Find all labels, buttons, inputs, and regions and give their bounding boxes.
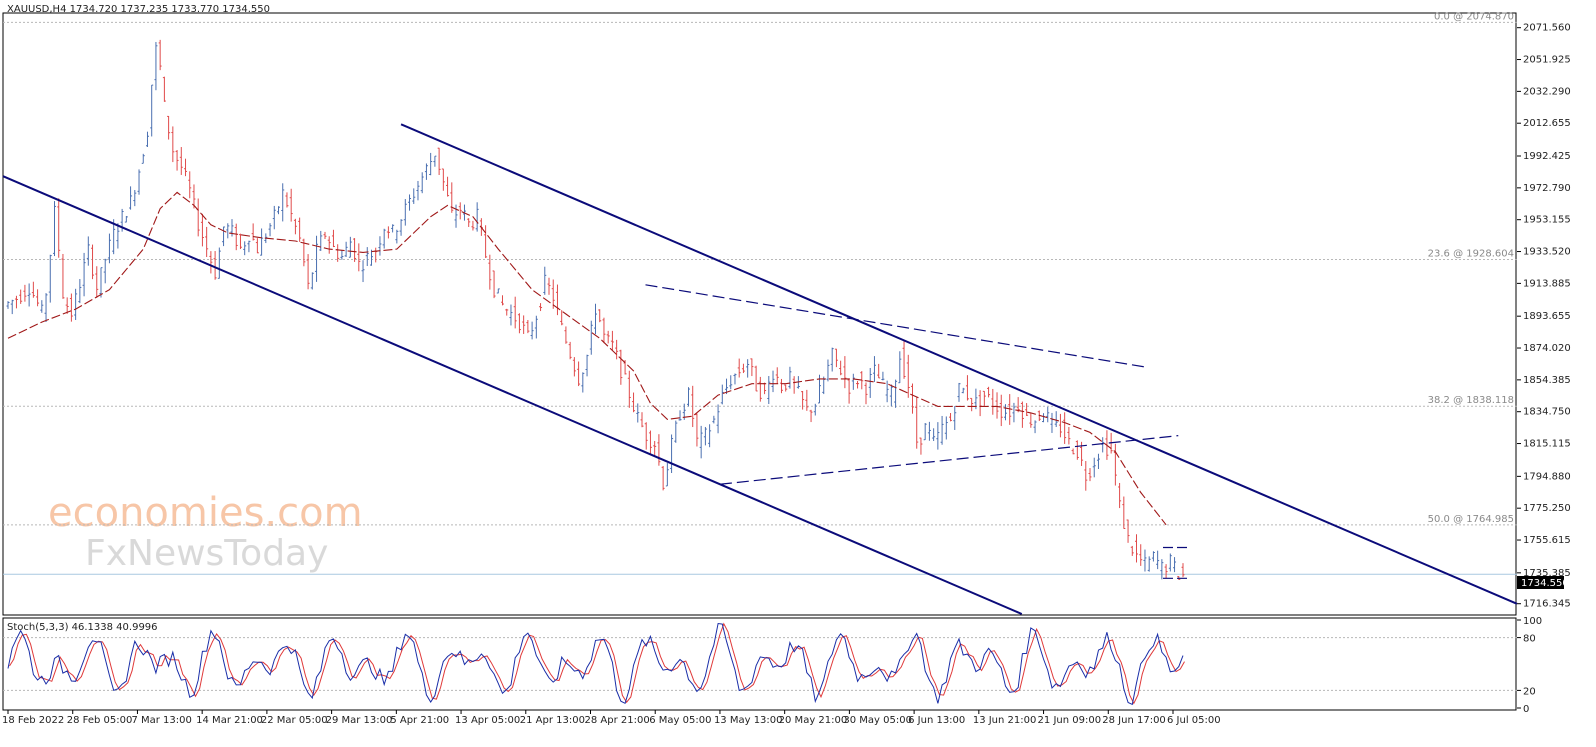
stoch-tick-label: 0: [1523, 704, 1529, 715]
symbol-header: XAUUSD,H4 1734.720 1737.235 1733.770 173…: [7, 4, 270, 15]
time-tick-label: 22 Mar 05:00: [261, 715, 328, 726]
last-price-badge-bg: [1517, 576, 1564, 589]
stoch-header: Stoch(5,3,3) 46.1338 40.9996: [7, 622, 158, 633]
stoch-pane-frame: [2, 617, 1517, 711]
stochastic: 100 80 20 0: [3, 616, 1542, 715]
price-tick-label: 1913.885: [1523, 278, 1571, 289]
fib-level-label: 23.6 @ 1928.604: [1428, 249, 1514, 260]
price-tick-label: 2032.290: [1523, 86, 1571, 97]
price-tick-label: 1735.385: [1523, 568, 1571, 579]
stoch-tick-label: 80: [1523, 634, 1536, 645]
time-axis: 18 Feb 2022 28 Feb 05:00 7 Mar 13:00 14 Mar…: [2, 710, 1221, 726]
fib-level-label: 0.0 @ 2074.870: [1434, 11, 1514, 22]
time-tick-label: 28 Jun 17:00: [1102, 715, 1166, 726]
fibonacci-levels: 0.0 @ 2074.870 23.6 @ 1928.604 38.2 @ 1838…: [3, 11, 1517, 526]
time-tick-label: 6 Jun 13:00: [908, 715, 965, 726]
stoch-main-line: [7, 622, 1184, 706]
price-tick-label: 1992.425: [1523, 151, 1571, 162]
stoch-tick-label: 100: [1523, 616, 1542, 627]
time-tick-label: 6 May 05:00: [649, 715, 711, 726]
time-tick-label: 21 Jun 09:00: [1038, 715, 1102, 726]
moving-average: [7, 191, 1167, 526]
price-tick-label: 1933.520: [1523, 247, 1571, 258]
time-tick-label: 5 Apr 21:00: [390, 715, 449, 726]
time-tick-label: 14 Mar 21:00: [196, 715, 263, 726]
time-tick-label: 29 Mar 13:00: [326, 715, 393, 726]
channel-lower-line: [2, 175, 1023, 615]
price-tick-label: 2051.925: [1523, 55, 1571, 66]
fib-level-label: 38.2 @ 1838.118: [1428, 395, 1514, 406]
price-tick-label: 1815.115: [1523, 439, 1571, 450]
price-tick-label: 1972.790: [1523, 183, 1571, 194]
moving-average-line: [7, 191, 1167, 526]
price-axis: 2071.560 2051.925 2032.290 2012.655 1992.425…: [1517, 23, 1571, 610]
stoch-signal-line: [9, 622, 1185, 705]
price-tick-label: 1834.750: [1523, 407, 1571, 418]
price-tick-label: 1775.250: [1523, 503, 1571, 514]
time-tick-label: 13 Apr 05:00: [455, 715, 520, 726]
price-tick-label: 2071.560: [1523, 23, 1571, 34]
time-tick-label: 7 Mar 13:00: [131, 715, 191, 726]
time-tick-label: 28 Feb 05:00: [67, 715, 133, 726]
time-tick-label: 13 May 13:00: [714, 715, 783, 726]
time-tick-label: 30 May 05:00: [843, 715, 912, 726]
price-tick-label: 1874.020: [1523, 343, 1571, 354]
stoch-tick-label: 20: [1523, 686, 1536, 697]
price-tick-label: 1953.155: [1523, 215, 1571, 226]
trendlines: [2, 123, 1518, 615]
main-pane-frame: [2, 12, 1517, 616]
time-tick-label: 18 Feb 2022: [2, 715, 64, 726]
channel-upper-line: [400, 123, 1518, 605]
price-tick-label: 1794.880: [1523, 471, 1571, 482]
candles: [6, 39, 1185, 580]
watermark-fxnewstoday: FxNewsToday: [85, 533, 328, 574]
price-tick-label: 2012.655: [1523, 118, 1571, 129]
fib-level-label: 50.0 @ 1764.985: [1428, 514, 1514, 525]
time-tick-label: 20 May 21:00: [779, 715, 848, 726]
price-tick-label: 1893.655: [1523, 311, 1571, 322]
triangle-lower-line: [719, 435, 1179, 485]
price-tick-label: 1854.385: [1523, 375, 1571, 386]
time-tick-label: 21 Apr 13:00: [520, 715, 585, 726]
price-tick-label: 1716.345: [1523, 599, 1571, 610]
time-tick-label: 6 Jul 05:00: [1167, 715, 1221, 726]
last-price-badge: 1734.550: [1521, 578, 1569, 589]
time-tick-label: 28 Apr 21:00: [585, 715, 650, 726]
watermark-economies: economies.com: [48, 490, 363, 536]
price-tick-label: 1755.615: [1523, 535, 1571, 546]
time-tick-label: 13 Jun 21:00: [973, 715, 1037, 726]
